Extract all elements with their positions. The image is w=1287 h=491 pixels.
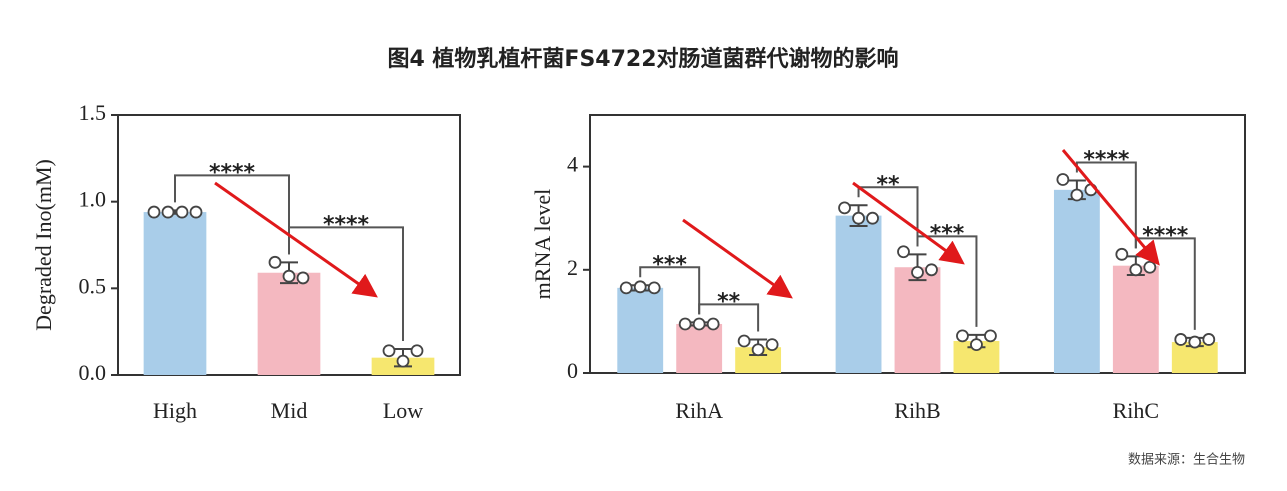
y-tick-label: 0 xyxy=(567,358,578,383)
data-point xyxy=(984,329,997,343)
bar xyxy=(257,272,321,375)
data-point xyxy=(296,271,310,285)
data-point xyxy=(268,255,282,269)
significance-bracket xyxy=(698,303,760,332)
data-point xyxy=(647,281,661,295)
data-point xyxy=(866,211,879,225)
data-point xyxy=(633,280,647,294)
arrow xyxy=(852,181,965,265)
data-point xyxy=(737,334,751,348)
data-point xyxy=(382,344,396,358)
y-tick-label: 1.5 xyxy=(79,100,107,125)
source: 数据来源：生合生物 xyxy=(1128,453,1245,468)
significance-bracket xyxy=(857,186,919,247)
data-point xyxy=(765,338,779,352)
data-point xyxy=(1129,263,1143,277)
significance-label: ** xyxy=(717,289,741,314)
significance-label: *** xyxy=(652,252,687,277)
data-point xyxy=(925,263,938,277)
data-point xyxy=(1070,188,1084,202)
x-tick-label: RihB xyxy=(894,398,940,423)
data-point xyxy=(956,329,969,343)
data-point xyxy=(678,317,692,331)
significance-label: **** xyxy=(323,212,370,237)
bar xyxy=(143,212,207,375)
bar xyxy=(835,215,882,373)
significance-bracket xyxy=(174,174,290,255)
y-tick-label: 0.5 xyxy=(79,273,107,298)
data-point xyxy=(751,343,765,357)
data-point xyxy=(396,354,410,368)
bar xyxy=(894,267,941,373)
y-tick-label: 4 xyxy=(567,152,578,177)
data-point xyxy=(1143,260,1157,274)
data-point xyxy=(1056,173,1070,186)
data-point xyxy=(189,205,203,219)
title: 图4 植物乳植杆菌FS4722对肠道菌群代谢物的影响 xyxy=(387,46,898,72)
data-point xyxy=(1188,335,1202,349)
bar xyxy=(1053,189,1100,373)
data-point xyxy=(161,205,175,219)
significance-label: **** xyxy=(209,160,256,185)
x-tick-label: High xyxy=(153,398,197,423)
arrow xyxy=(682,218,793,299)
data-point xyxy=(282,269,296,283)
significance-label: **** xyxy=(1142,223,1189,248)
data-point xyxy=(1202,333,1216,346)
x-tick-label: Mid xyxy=(271,398,308,423)
data-point xyxy=(619,281,633,295)
data-point xyxy=(175,205,189,219)
data-point xyxy=(911,265,924,279)
x-tick-label: RihC xyxy=(1113,398,1159,423)
data-point xyxy=(1174,333,1188,346)
data-point xyxy=(147,205,161,219)
significance-bracket xyxy=(639,266,701,315)
y-axis-label: Degraded Ino(mM) xyxy=(31,159,56,331)
data-point xyxy=(706,317,720,331)
data-point xyxy=(897,245,910,259)
data-point xyxy=(852,211,865,225)
data-point xyxy=(410,344,424,358)
bar xyxy=(676,323,723,373)
significance-bracket xyxy=(916,235,978,327)
data-point xyxy=(692,317,706,331)
y-tick-label: 2 xyxy=(567,255,578,280)
bar xyxy=(1112,265,1159,373)
trend-arrows xyxy=(214,149,1160,299)
y-axis-label: mRNA level xyxy=(530,189,555,300)
significance-label: **** xyxy=(1083,148,1130,173)
arrow xyxy=(214,181,378,298)
y-tick-label: 0.0 xyxy=(79,360,107,385)
x-tick-label: RihA xyxy=(675,398,723,423)
x-tick-label: Low xyxy=(383,398,423,423)
y-tick-label: 1.0 xyxy=(79,187,107,212)
significance-bracket xyxy=(288,226,404,341)
data-point xyxy=(970,338,983,352)
data-point xyxy=(838,201,851,215)
significance-label: ** xyxy=(877,172,901,197)
bar xyxy=(617,287,664,373)
arrow xyxy=(1061,149,1160,266)
data-point xyxy=(1115,247,1129,261)
